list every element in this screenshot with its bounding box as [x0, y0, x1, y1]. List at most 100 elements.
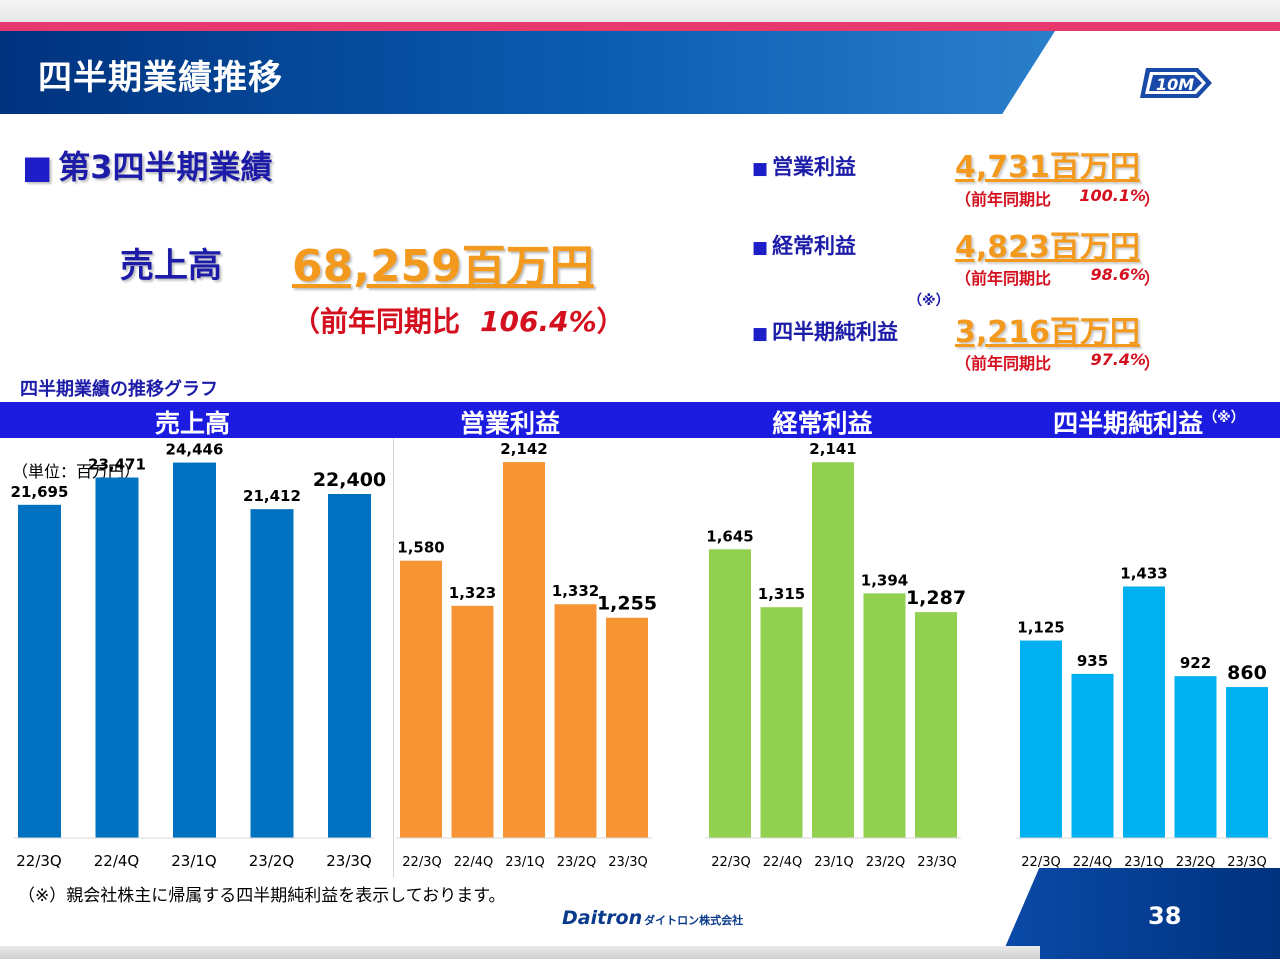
- kpi-ordinary-yoy: （前年同期比 98.6%）: [955, 265, 1160, 289]
- daitron-brand: Daitron: [562, 907, 643, 929]
- bottom-right-decoration: [1000, 868, 1280, 959]
- kpi-marker: ■: [752, 324, 769, 344]
- section-heading: ■ 第3四半期業績: [22, 142, 273, 188]
- operating-bar: [400, 560, 442, 838]
- panel-title-ordinary: 経常利益: [772, 409, 873, 438]
- ordinary-category-label: 23/2Q: [866, 855, 905, 870]
- ordinary-bar: [760, 607, 803, 838]
- ordinary-data-label: 1,645: [706, 527, 753, 545]
- ordinary-category-label: 23/1Q: [814, 855, 853, 870]
- kpi-yoy-value: 97.4%: [1090, 350, 1146, 369]
- kpi-marker: ■: [752, 238, 769, 258]
- graph-caption: 四半期業績の推移グラフ: [20, 379, 218, 400]
- revenue-category-label: 23/1Q: [171, 852, 217, 870]
- net-data-label: 860: [1227, 662, 1267, 684]
- net-bar: [1020, 640, 1062, 838]
- heading-marker: ■: [22, 148, 53, 186]
- section-heading-text: 第3四半期業績: [58, 148, 273, 186]
- bar-charts: 21,695 22/3Q 23,471 22/4Q 24,446 23/1Q 21,412 2…: [11, 440, 1272, 870]
- unit-label: （単位：百万円）: [12, 462, 141, 481]
- kpi-net-yoy: （前年同期比 97.4%）: [955, 350, 1160, 374]
- net-category-label: 22/3Q: [1021, 855, 1060, 870]
- logo-text: 10M: [1156, 75, 1194, 94]
- net-category-label: 23/2Q: [1176, 855, 1215, 870]
- operating-category-label: 23/1Q: [505, 855, 544, 870]
- kpi-yoy-value: 100.1%: [1079, 186, 1146, 205]
- kpi-yoy-prefix: （前年同期比: [955, 190, 1052, 209]
- operating-category-label: 22/3Q: [402, 855, 441, 870]
- operating-data-label: 1,580: [397, 539, 444, 557]
- revenue-category-label: 23/3Q: [326, 852, 372, 870]
- ordinary-data-label: 1,287: [906, 587, 966, 609]
- revenue-data-label: 24,446: [166, 441, 224, 459]
- kpi-net-label: ■ 四半期純利益: [752, 316, 898, 346]
- panel-title-net-text: 四半期純利益: [1053, 409, 1204, 438]
- operating-bar: [451, 605, 494, 838]
- panel-title-note: （※）: [1203, 410, 1245, 426]
- bottom-strip: [0, 946, 1040, 959]
- panel-divider: [393, 438, 394, 878]
- top-accent-line: [0, 22, 1280, 31]
- net-data-label: 1,125: [1017, 619, 1064, 637]
- operating-category-label: 23/2Q: [557, 855, 596, 870]
- operating-data-label: 1,255: [597, 593, 657, 615]
- net-bar: [1123, 586, 1165, 838]
- kpi-marker: ■: [752, 159, 769, 179]
- net-bar: [1226, 687, 1268, 838]
- kpi-operating-value: 4,731百万円: [955, 150, 1140, 185]
- ordinary-bar: [863, 593, 906, 838]
- kpi-label-text: 四半期純利益: [772, 320, 899, 344]
- kpi-label-text: 経常利益: [772, 234, 857, 258]
- kpi-yoy-suffix: ）: [1143, 190, 1160, 209]
- kpi-operating-label: ■ 営業利益: [752, 151, 856, 181]
- revenue-data-label: 21,695: [11, 483, 69, 501]
- operating-bar: [503, 462, 545, 838]
- kpi-yoy-prefix: （前年同期比: [955, 354, 1052, 373]
- revenue-yoy: （前年同期比 106.4%）: [292, 300, 625, 340]
- revenue-category-label: 22/3Q: [16, 852, 62, 870]
- operating-data-label: 1,332: [552, 582, 599, 600]
- revenue-bar: [95, 477, 139, 838]
- kpi-yoy-suffix: ）: [1143, 354, 1160, 373]
- net-data-label: 935: [1077, 652, 1108, 670]
- revenue-label: 売上高: [120, 246, 222, 286]
- revenue-yoy-suffix: ）: [596, 305, 625, 338]
- ordinary-category-label: 23/3Q: [917, 855, 956, 870]
- operating-category-label: 22/4Q: [454, 855, 493, 870]
- kpi-operating-yoy: （前年同期比 100.1%）: [955, 186, 1160, 210]
- ordinary-bar: [709, 549, 751, 838]
- revenue-bar: [250, 509, 294, 838]
- kpi-yoy-suffix: ）: [1143, 269, 1160, 288]
- ordinary-category-label: 22/3Q: [711, 855, 750, 870]
- revenue-value: 68,259百万円: [292, 241, 594, 292]
- ordinary-bar: [915, 612, 957, 838]
- kpi-label-text: 営業利益: [772, 155, 857, 179]
- ordinary-category-label: 22/4Q: [763, 855, 802, 870]
- revenue-bar: [173, 462, 216, 838]
- panel-title-revenue: 売上高: [154, 409, 230, 438]
- operating-data-label: 1,323: [449, 584, 496, 602]
- operating-bar: [554, 604, 597, 838]
- ordinary-bar: [812, 462, 854, 838]
- revenue-bar: [18, 504, 61, 838]
- page-number: 38: [1148, 902, 1182, 930]
- 10m-logo-icon: 10M: [1140, 68, 1212, 98]
- kpi-yoy-prefix: （前年同期比: [955, 269, 1052, 288]
- ordinary-data-label: 2,141: [809, 440, 856, 458]
- revenue-category-label: 23/2Q: [249, 852, 295, 870]
- net-category-label: 22/4Q: [1073, 855, 1112, 870]
- kpi-yoy-value: 98.6%: [1090, 265, 1146, 284]
- kpi-ordinary-label: ■ 経常利益: [752, 230, 856, 260]
- revenue-category-label: 22/4Q: [94, 852, 140, 870]
- revenue-data-label: 21,412: [243, 487, 301, 505]
- kpi-ordinary-value: 4,823百万円: [955, 230, 1140, 265]
- footnote: （※）親会社株主に帰属する四半期純利益を表示しております。: [18, 886, 506, 906]
- net-data-label: 1,433: [1120, 564, 1167, 582]
- panel-title-operating: 営業利益: [459, 409, 560, 438]
- operating-bar: [606, 617, 648, 838]
- revenue-yoy-prefix: （前年同期比: [292, 305, 461, 338]
- revenue-data-label: 23,471: [88, 456, 146, 474]
- net-category-label: 23/3Q: [1227, 855, 1266, 870]
- daitron-logo: Daitron ダイトロン株式会社: [562, 907, 743, 931]
- panel-title-net: 四半期純利益（※）: [1018, 404, 1280, 440]
